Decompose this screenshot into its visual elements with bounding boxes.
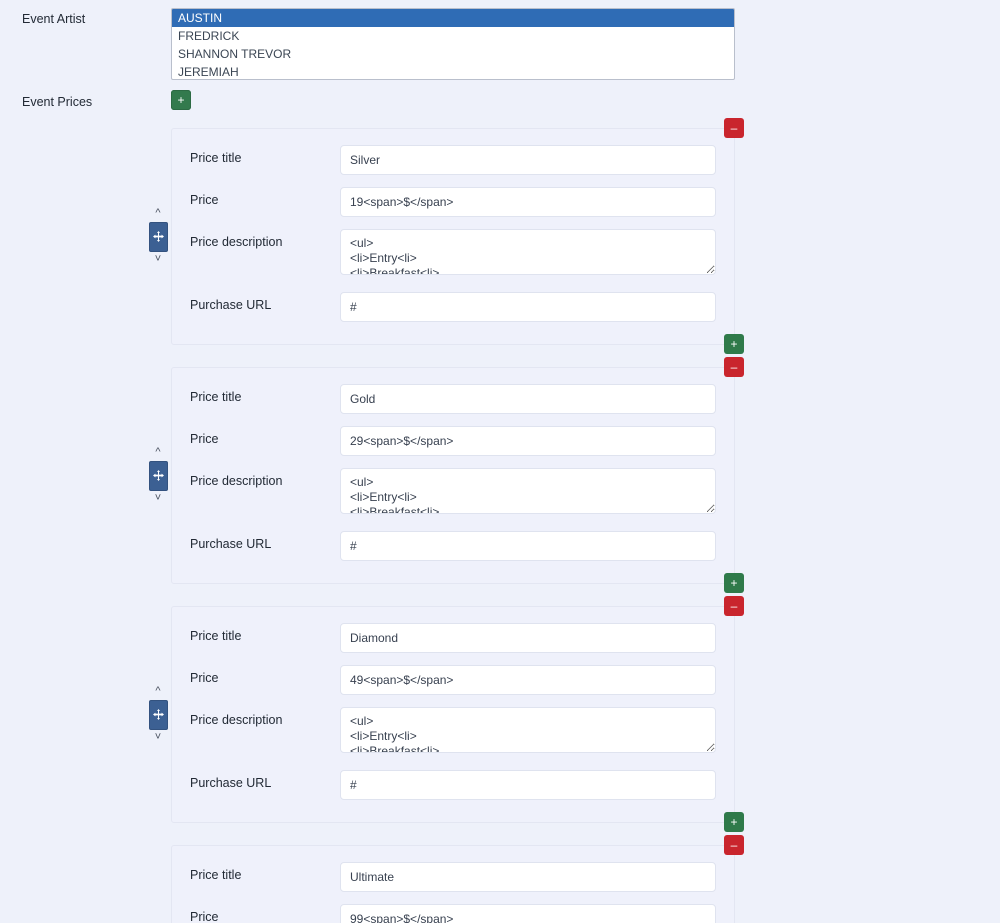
price-description-textarea[interactable]: <ul> <li>Entry<li> <li>Breakfast<li> </u… — [340, 229, 716, 276]
price-input[interactable] — [340, 904, 716, 923]
delete-price-block-button[interactable]: – — [724, 357, 744, 378]
event-artist-label: Event Artist — [22, 12, 86, 26]
delete-price-block-button[interactable]: – — [724, 835, 744, 856]
purchase-url-input[interactable] — [340, 531, 716, 562]
price-title-field-row: Price title — [190, 862, 716, 893]
price-label: Price — [190, 432, 219, 447]
price-block-body: Price title Price Price description <ul> <l… — [172, 129, 734, 344]
artist-option[interactable]: SHANNON TREVOR — [178, 47, 292, 61]
purchase-url-label: Purchase URL — [190, 776, 272, 791]
purchase-url-input[interactable] — [340, 770, 716, 801]
price-input[interactable] — [340, 665, 716, 696]
price-title-input[interactable] — [340, 384, 716, 415]
price-description-field-row: Price description <ul> <li>Entry<li> <li>… — [190, 229, 716, 280]
chevron-down-icon[interactable]: ˅ — [154, 253, 162, 266]
price-block-sort-controls: ^ ˅ — [147, 446, 169, 506]
event-prices-label: Event Prices — [22, 95, 93, 109]
purchase-url-field-row: Purchase URL — [190, 292, 716, 323]
price-label: Price — [190, 193, 219, 208]
price-block: ^˅–Price titlePricePrice description<ul>… — [148, 118, 744, 355]
add-price-block-button[interactable]: + — [724, 334, 744, 355]
price-block-body: Price titlePricePrice description<ul> <l… — [172, 846, 734, 923]
chevron-up-icon[interactable]: ^ — [155, 685, 161, 698]
purchase-url-field-row: Purchase URL — [190, 531, 716, 562]
price-description-field-row: Price description <ul> <li>Entry<li> <li>… — [190, 707, 716, 758]
price-description-label: Price description — [190, 713, 283, 728]
price-title-field-row: Price title — [190, 145, 716, 176]
price-description-field-row: Price description <ul> <li>Entry<li> <li>… — [190, 468, 716, 519]
price-description-label: Price description — [190, 235, 283, 250]
move-arrows-icon[interactable] — [148, 221, 168, 252]
price-label: Price — [190, 910, 219, 923]
purchase-url-label: Purchase URL — [190, 298, 272, 313]
event-artist-multiselect[interactable]: AUSTIN FREDRICK SHANNON TREVOR JEREMIAH — [171, 8, 735, 80]
delete-price-block-button[interactable]: – — [724, 596, 744, 617]
price-label: Price — [190, 671, 219, 686]
price-field-row: Price — [190, 187, 716, 218]
price-block-sort-controls: ^ ˅ — [147, 685, 169, 745]
price-title-input[interactable] — [340, 145, 716, 176]
price-input[interactable] — [340, 426, 716, 457]
price-block-body: Price title Price Price description <ul> <l… — [172, 368, 734, 583]
add-price-block-button[interactable]: + — [171, 90, 191, 110]
delete-price-block-button[interactable]: – — [724, 118, 744, 139]
price-field-row: Price — [190, 904, 716, 923]
price-title-input[interactable] — [340, 862, 716, 893]
purchase-url-label: Purchase URL — [190, 537, 272, 552]
price-description-label: Price description — [190, 474, 283, 489]
add-price-block-button[interactable]: + — [724, 573, 744, 594]
price-block-body: Price title Price Price description <ul> <l… — [172, 607, 734, 822]
event-artist-row: Event Artist AUSTIN FREDRICK SHANNON TREVO… — [0, 0, 1000, 80]
price-blocks-list: ^˅–Price titlePricePrice description<ul>… — [0, 118, 1000, 923]
artist-option[interactable]: AUSTIN — [172, 9, 734, 27]
price-title-input[interactable] — [340, 623, 716, 654]
event-prices-row: Event Prices + — [0, 90, 1000, 110]
purchase-url-input[interactable] — [340, 292, 716, 323]
artist-option[interactable]: JEREMIAH — [178, 65, 239, 79]
move-arrows-icon[interactable] — [148, 460, 168, 491]
price-field-row: Price — [190, 665, 716, 696]
chevron-up-icon[interactable]: ^ — [155, 207, 161, 220]
price-description-textarea[interactable]: <ul> <li>Entry<li> <li>Breakfast<li> </u… — [340, 468, 716, 515]
chevron-down-icon[interactable]: ˅ — [154, 731, 162, 744]
price-input[interactable] — [340, 187, 716, 218]
price-title-label: Price title — [190, 151, 242, 166]
price-block-sort-controls: ^ ˅ — [147, 207, 169, 267]
artist-option[interactable]: FREDRICK — [178, 29, 240, 43]
purchase-url-field-row: Purchase URL — [190, 770, 716, 801]
chevron-down-icon[interactable]: ˅ — [154, 492, 162, 505]
price-title-field-row: Price title — [190, 384, 716, 415]
price-title-label: Price title — [190, 390, 242, 405]
price-title-label: Price title — [190, 629, 242, 644]
price-block: ^˅–Price titlePricePrice description<ul>… — [148, 596, 744, 833]
move-arrows-icon[interactable] — [148, 699, 168, 730]
price-field-row: Price — [190, 426, 716, 457]
price-description-textarea[interactable]: <ul> <li>Entry<li> <li>Breakfast<li> </u… — [340, 707, 716, 754]
price-title-field-row: Price title — [190, 623, 716, 654]
price-block: ^˅–Price titlePricePrice description<ul>… — [148, 357, 744, 594]
price-title-label: Price title — [190, 868, 242, 883]
price-block: ^˅–Price titlePricePrice description<ul>… — [171, 835, 744, 923]
chevron-up-icon[interactable]: ^ — [155, 446, 161, 459]
add-price-block-button[interactable]: + — [724, 812, 744, 833]
